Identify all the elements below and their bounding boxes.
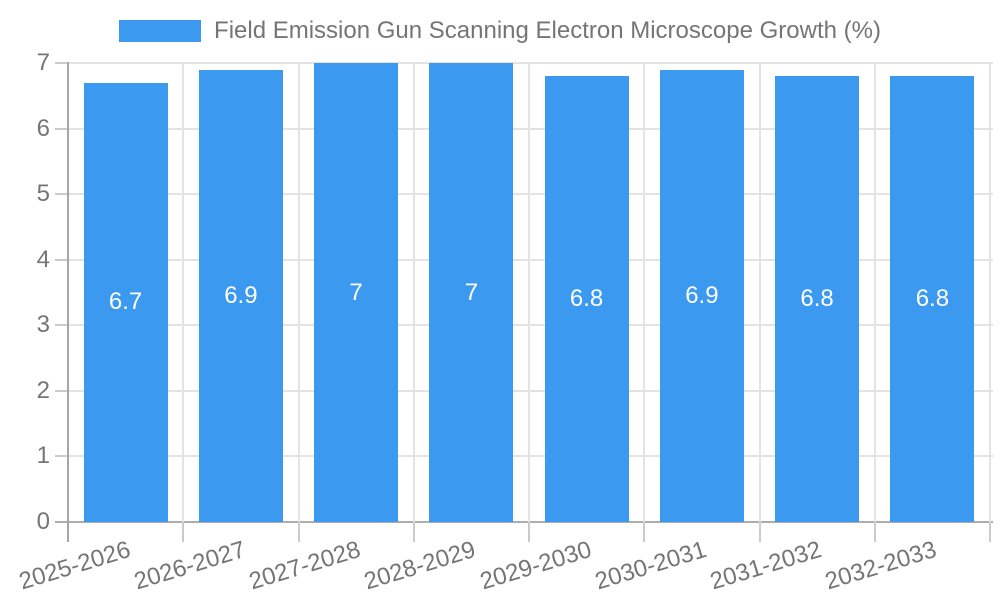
y-axis-line xyxy=(67,62,69,542)
bar xyxy=(890,76,975,522)
bar-value-label: 6.8 xyxy=(569,285,604,313)
y-tick xyxy=(55,455,68,457)
h-gridline xyxy=(55,390,993,392)
bar xyxy=(314,63,399,522)
legend-swatch-icon xyxy=(119,20,202,42)
bar-value-label: 6.9 xyxy=(685,281,719,309)
bar xyxy=(429,63,514,522)
x-tick xyxy=(298,522,300,542)
h-gridline xyxy=(55,455,993,457)
v-gridline xyxy=(528,63,530,522)
bar-value-label: 6.9 xyxy=(224,281,258,309)
x-axis-baseline xyxy=(55,521,993,523)
x-tick xyxy=(643,522,645,542)
h-gridline xyxy=(55,259,993,261)
v-gridline xyxy=(298,63,300,522)
h-gridline xyxy=(55,128,993,130)
y-tick xyxy=(55,324,68,326)
bar-value-label: 6.7 xyxy=(108,288,143,316)
bar-value-label: 7 xyxy=(349,278,363,306)
bar xyxy=(198,69,283,522)
bar xyxy=(659,69,744,522)
y-tick-label: 7 xyxy=(36,49,50,76)
v-gridline xyxy=(874,63,876,522)
x-tick xyxy=(759,522,761,542)
y-tick-label: 2 xyxy=(36,377,50,404)
x-tick xyxy=(413,522,415,542)
h-gridline xyxy=(55,193,993,195)
v-gridline xyxy=(643,63,645,522)
v-gridline xyxy=(413,63,415,522)
y-tick xyxy=(55,193,68,195)
y-tick-label: 5 xyxy=(36,180,50,207)
v-gridline xyxy=(182,63,184,522)
y-tick-label: 4 xyxy=(36,246,50,273)
h-gridline xyxy=(55,62,993,64)
legend-item[interactable]: Field Emission Gun Scanning Electron Mic… xyxy=(119,17,881,45)
chart-title: Field Emission Gun Scanning Electron Mic… xyxy=(214,17,881,44)
x-tick xyxy=(528,522,530,542)
bar xyxy=(83,82,168,522)
bar xyxy=(775,76,860,522)
v-gridline xyxy=(989,63,991,522)
x-tick xyxy=(874,522,876,542)
y-tick xyxy=(55,390,68,392)
bar-value-label: 7 xyxy=(464,278,479,306)
y-tick xyxy=(55,128,68,130)
y-tick xyxy=(55,62,68,64)
y-tick xyxy=(55,259,68,261)
h-gridline xyxy=(55,324,993,326)
bar-value-label: 6.8 xyxy=(915,285,950,313)
v-gridline xyxy=(759,63,761,522)
y-tick-label: 1 xyxy=(36,442,50,469)
bar xyxy=(544,76,629,522)
y-tick-label: 0 xyxy=(36,508,50,535)
legend: Field Emission Gun Scanning Electron Mic… xyxy=(0,14,1000,48)
x-tick xyxy=(182,522,184,542)
y-tick-label: 3 xyxy=(36,311,50,338)
x-tick xyxy=(989,522,991,542)
y-tick-label: 6 xyxy=(36,115,50,142)
bar-value-label: 6.8 xyxy=(800,285,834,313)
